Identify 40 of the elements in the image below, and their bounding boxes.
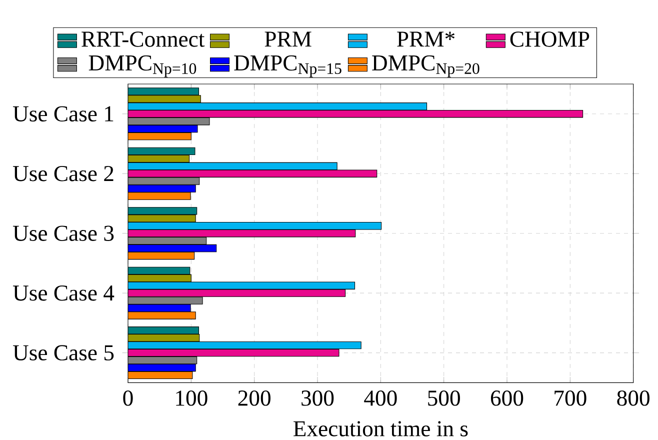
bar [128, 95, 201, 103]
bar [128, 214, 196, 222]
y-tick-label: Use Case 1 [12, 106, 114, 122]
y-tick-label: Use Case 5 [12, 345, 114, 360]
x-tick-label: 500 [428, 390, 460, 406]
legend-label: DMPC$_{Np=20}$ [372, 55, 480, 78]
x-tick-label: 800 [617, 390, 650, 406]
legend-label: CHOMP [510, 32, 590, 47]
legend-label: DMPC$_{Np=10}$ [88, 55, 196, 78]
x-tick-label: 200 [238, 390, 270, 406]
x-tick-label: 100 [176, 390, 208, 406]
bar [128, 192, 191, 200]
bar [128, 334, 200, 342]
bar [128, 102, 428, 110]
x-tick-label: 400 [364, 390, 397, 406]
y-tick-label: Use Case 4 [12, 285, 114, 301]
legend-label: DMPC$_{Np=15}$ [234, 55, 342, 78]
bar [128, 132, 192, 140]
y-tick-label: Use Case 3 [12, 226, 114, 241]
bar [128, 236, 207, 245]
legend-label: PRM [264, 32, 312, 47]
x-tick-label: 300 [302, 390, 334, 406]
bar [128, 162, 338, 170]
bar [128, 274, 192, 282]
bar [128, 252, 195, 260]
bar [128, 341, 362, 350]
bar [128, 312, 196, 320]
x-tick-label: 700 [554, 390, 586, 406]
bar [128, 177, 200, 185]
legend-label: RRT-Connect [82, 32, 205, 47]
legend-label: PRM* [397, 32, 455, 47]
x-tick-label: 0 [123, 390, 133, 406]
bar [128, 222, 382, 230]
x-axis-title: Execution time in s [293, 421, 468, 436]
bar [128, 356, 198, 364]
bar [128, 117, 210, 126]
y-tick-label: Use Case 2 [12, 166, 114, 182]
bar [128, 154, 190, 163]
x-tick-label: 600 [490, 390, 524, 406]
bar [128, 282, 356, 290]
